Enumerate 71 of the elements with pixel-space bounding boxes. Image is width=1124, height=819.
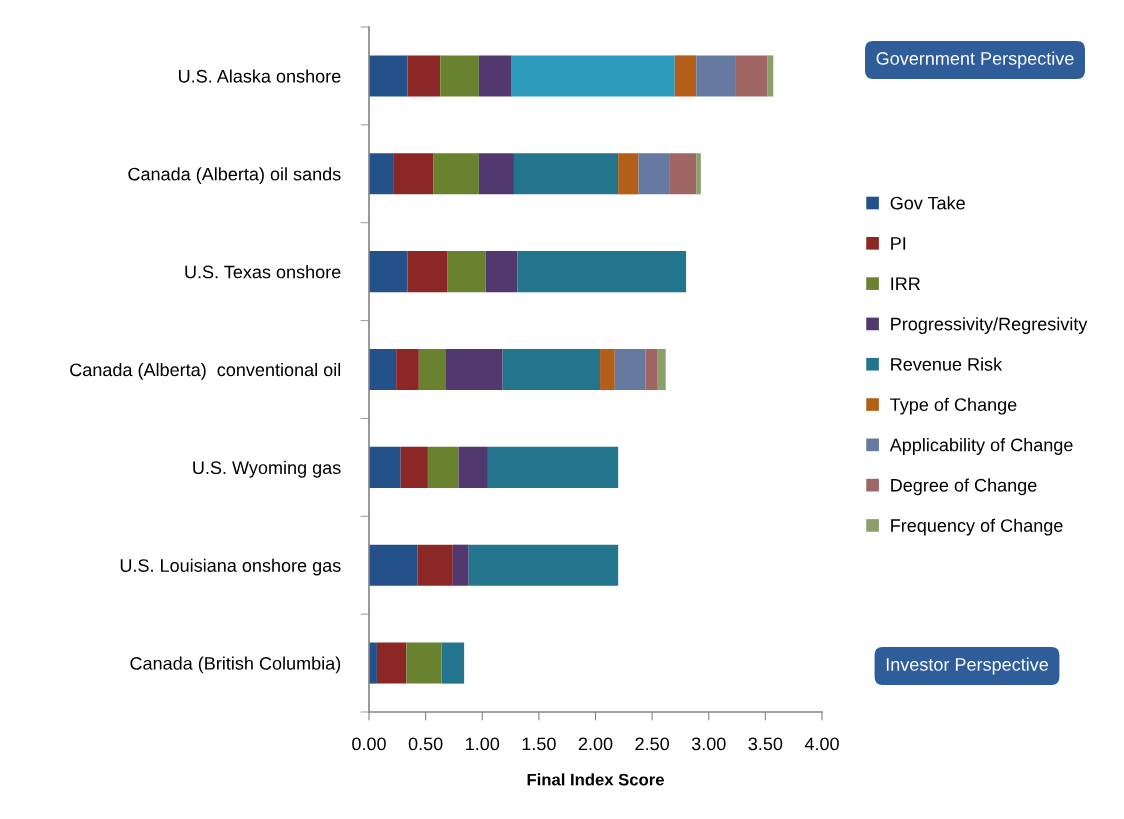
y-tick-label: U.S. Louisiana onshore gas xyxy=(120,558,341,576)
bar xyxy=(487,446,619,488)
bar xyxy=(369,544,418,586)
bar xyxy=(478,153,514,195)
y-tick-label: Canada (Alberta) conventional oil xyxy=(70,362,341,380)
bar xyxy=(645,348,658,391)
bar xyxy=(369,251,408,293)
bar xyxy=(638,153,670,195)
bar xyxy=(468,544,619,586)
bar xyxy=(441,642,465,684)
bar xyxy=(458,446,488,488)
y-tick-label: U.S. Texas onshore xyxy=(185,265,341,279)
bar xyxy=(478,55,512,97)
bar xyxy=(657,348,666,391)
bar xyxy=(417,544,453,586)
legend-label: Type of Change xyxy=(890,397,1017,415)
x-tick-label: 2.50 xyxy=(635,737,669,751)
bar xyxy=(406,642,442,684)
legend-label: Revenue Risk xyxy=(891,357,1003,371)
text: Government Perspective xyxy=(876,51,1074,69)
bar xyxy=(485,251,518,293)
bar xyxy=(696,153,701,195)
x-tick-label: 4.00 xyxy=(804,737,839,751)
bar xyxy=(407,55,441,97)
bar xyxy=(446,348,503,391)
legend-label: Progressivity/Regresivity xyxy=(891,317,1088,334)
bar xyxy=(396,348,419,391)
y-tick-label: Canada (Alberta) oil sands xyxy=(128,167,341,185)
x-tick-label: 0.50 xyxy=(408,737,443,751)
bar xyxy=(369,446,401,488)
bar xyxy=(669,153,697,195)
bar xyxy=(433,153,479,195)
y-tick-label: Canada (British Columbia) xyxy=(130,656,341,674)
bar xyxy=(369,55,408,97)
legend-label: Degree of Change xyxy=(891,478,1037,496)
bar xyxy=(440,55,479,97)
bar xyxy=(511,55,675,97)
legend-label: Gov Take xyxy=(890,196,965,210)
legend-label: IRR xyxy=(891,277,920,290)
bar xyxy=(369,348,397,391)
x-tick-label: 3.50 xyxy=(748,737,783,751)
bar xyxy=(393,153,434,195)
x-tick-label: 0.00 xyxy=(352,737,386,751)
x-axis-title: Final Index Score xyxy=(527,773,664,786)
y-tick-label: U.S. Alaska onshore xyxy=(179,69,341,83)
bar xyxy=(614,348,646,391)
bar xyxy=(517,251,687,293)
x-tick-label: 3.00 xyxy=(691,737,726,751)
x-tick-label: 1.00 xyxy=(466,737,500,751)
bar xyxy=(452,544,469,586)
bar xyxy=(735,55,768,97)
bar xyxy=(674,55,697,97)
legend-label: Applicability of Change xyxy=(889,438,1073,455)
legend-label: Frequency of Change xyxy=(891,518,1063,536)
bar xyxy=(418,348,447,391)
bar xyxy=(400,446,428,488)
text: Investor Perspective xyxy=(886,657,1048,675)
x-tick-label: 1.50 xyxy=(522,737,556,751)
y-tick-label: U.S. Wyoming gas xyxy=(193,460,341,478)
legend-label: PI xyxy=(891,237,906,250)
bar xyxy=(513,153,619,195)
bar xyxy=(618,153,639,195)
bar xyxy=(369,153,394,195)
x-tick-label: 2.00 xyxy=(578,737,613,751)
bar xyxy=(502,348,601,391)
bar xyxy=(427,446,459,488)
bar xyxy=(600,348,615,391)
bar xyxy=(407,251,448,293)
bar xyxy=(376,642,407,684)
bar xyxy=(696,55,736,97)
bar xyxy=(447,251,486,293)
